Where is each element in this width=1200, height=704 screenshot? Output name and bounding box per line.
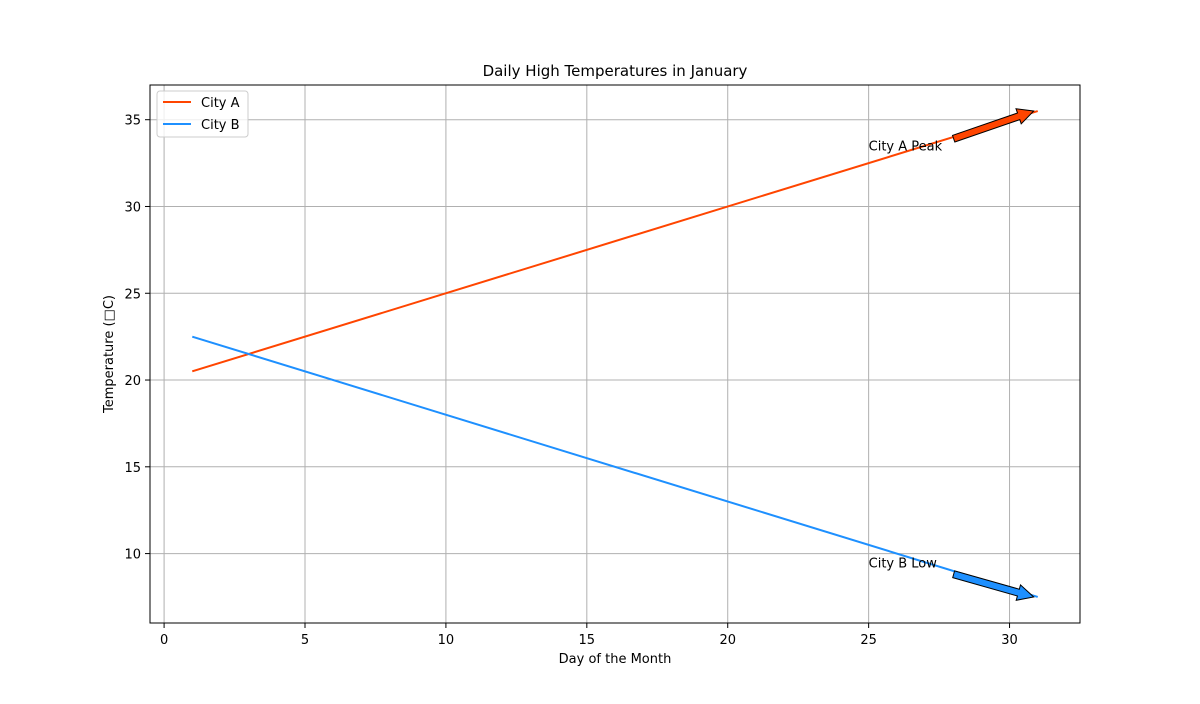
series-lines <box>191 110 1039 598</box>
annotation-arrow <box>952 570 1035 601</box>
series-line-city-a <box>191 110 1039 373</box>
y-tick-label: 35 <box>124 114 141 129</box>
y-tick-label: 30 <box>124 200 141 215</box>
y-axis-label: Temperature (□C) <box>102 295 117 414</box>
y-tick-label: 10 <box>124 548 141 563</box>
legend: City A City B <box>156 90 249 138</box>
y-tick-label: 20 <box>124 374 141 389</box>
series-line-city-b <box>191 335 1039 598</box>
x-tick-label: 25 <box>860 633 877 648</box>
x-tick-label: 0 <box>160 633 168 648</box>
x-tick-label: 5 <box>301 633 309 648</box>
x-tick-label: 15 <box>579 633 596 648</box>
x-tick-label: 10 <box>438 633 455 648</box>
axis-ticks: 0 5 10 15 20 25 30 10 15 20 25 30 35 <box>124 114 1017 648</box>
grid <box>150 85 1080 623</box>
y-tick-label: 25 <box>124 287 141 302</box>
annotations: City A Peak City B Low <box>869 108 1035 601</box>
y-tick-label: 15 <box>124 461 141 476</box>
legend-label-city-a: City A <box>201 96 240 111</box>
x-tick-label: 20 <box>719 633 736 648</box>
legend-label-city-b: City B <box>201 118 240 133</box>
x-axis-label: Day of the Month <box>559 652 672 667</box>
chart-title: Daily High Temperatures in January <box>483 62 748 80</box>
x-tick-label: 30 <box>1001 633 1018 648</box>
annotation-label: City B Low <box>869 556 938 571</box>
plot-frame <box>149 84 1081 624</box>
annotation-label: City A Peak <box>869 140 943 155</box>
annotation-arrow <box>951 108 1035 143</box>
